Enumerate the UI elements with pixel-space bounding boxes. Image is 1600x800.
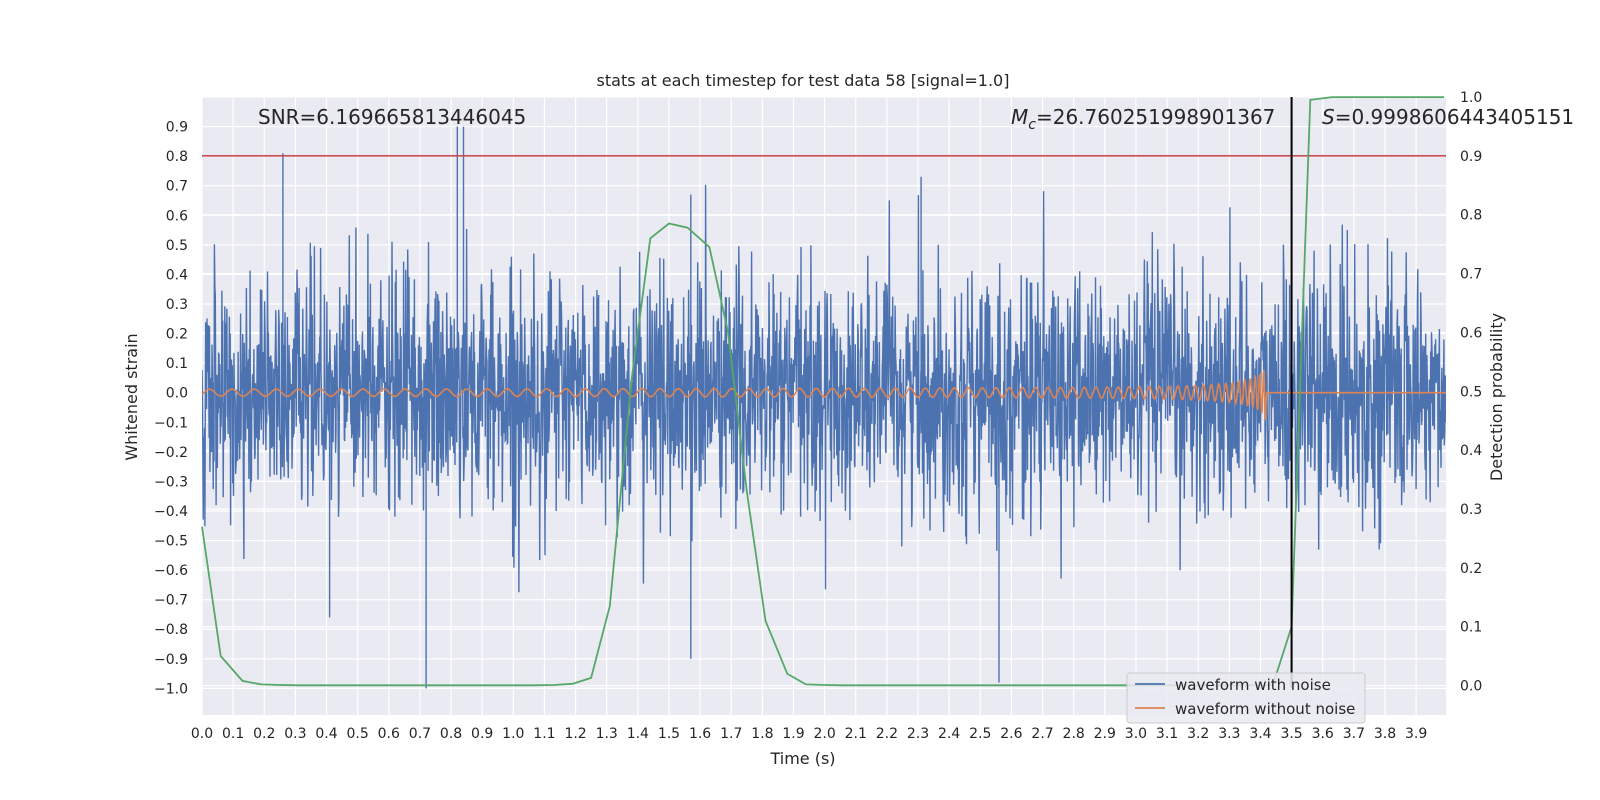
x-tick-label: 1.5: [658, 726, 680, 742]
x-tick-label: 2.9: [1094, 726, 1116, 742]
y-tick-label: 0.1: [166, 356, 188, 372]
x-tick-label: 2.2: [876, 726, 898, 742]
series-waveform-without-noise: [202, 369, 1446, 421]
x-tick-label: 3.4: [1249, 726, 1271, 742]
x-tick-label: 1.1: [533, 726, 555, 742]
y-tick-label: 0.4: [166, 267, 188, 283]
score-value: =0.9998606443405151: [1335, 105, 1574, 129]
y-tick-label: 0.2: [166, 327, 188, 343]
y-tick-label: −0.9: [154, 652, 188, 668]
x-tick-label: 0.8: [440, 726, 462, 742]
chirp-mass-symbol: M: [1011, 105, 1028, 129]
x-tick-label: 1.6: [689, 726, 711, 742]
x-tick-label: 0.1: [222, 726, 244, 742]
x-tick-label: 1.7: [720, 726, 742, 742]
x-tick-label: 1.0: [502, 726, 524, 742]
y-tick-label: 0.3: [166, 297, 188, 313]
chirp-mass-annotation: Mc=26.760251998901367: [1011, 105, 1275, 133]
y2-tick-label: 1.0: [1460, 90, 1482, 106]
legend-label-noise: waveform with noise: [1175, 676, 1331, 694]
y-tick-label: −0.1: [154, 415, 188, 431]
x-tick-label: 3.2: [1187, 726, 1209, 742]
y2-tick-label: 0.3: [1460, 502, 1482, 518]
x-tick-label: 1.8: [751, 726, 773, 742]
y-axis-label: Whitened strain: [122, 333, 141, 460]
x-tick-label: 0.0: [191, 726, 213, 742]
chirp-mass-subscript: c: [1028, 117, 1036, 133]
series-waveform-with-noise: [202, 126, 1446, 689]
x-tick-label: 1.3: [596, 726, 618, 742]
y-tick-label: −0.7: [154, 593, 188, 609]
x-tick-label: 0.5: [347, 726, 369, 742]
x-tick-label: 0.2: [253, 726, 275, 742]
x-tick-label: 0.6: [378, 726, 400, 742]
x-axis-label: Time (s): [769, 749, 835, 768]
x-tick-label: 2.4: [938, 726, 960, 742]
y2-tick-label: 0.6: [1460, 325, 1482, 341]
y-tick-label: 0.7: [166, 179, 188, 195]
x-tick-label: 0.3: [284, 726, 306, 742]
x-tick-label: 2.7: [1031, 726, 1053, 742]
y2-tick-label: 0.1: [1460, 620, 1482, 636]
chart-title: stats at each timestep for test data 58 …: [597, 71, 1010, 90]
x-tick-label: 3.3: [1218, 726, 1240, 742]
x-tick-label: 2.0: [813, 726, 835, 742]
legend: waveform with noise waveform without noi…: [1126, 672, 1366, 724]
x-tick-label: 0.7: [409, 726, 431, 742]
x-tick-label: 3.6: [1312, 726, 1334, 742]
x-tick-label: 0.9: [471, 726, 493, 742]
x-tick-label: 0.4: [315, 726, 337, 742]
x-axis-ticks: 0.0 0.1 0.2 0.3 0.4 0.5 0.6 0.7 0.8 0.9 1.0 1.1 1.2 1…: [191, 726, 1427, 742]
y-tick-label: −1.0: [154, 681, 188, 697]
score-symbol: S: [1322, 105, 1335, 129]
x-tick-label: 2.3: [907, 726, 929, 742]
y-axis-ticks: 0.9 0.8 0.7 0.6 0.5 0.4 0.3 0.2 0.1 0.0 −0.1 −0.2 −0…: [154, 120, 188, 698]
x-tick-label: 2.1: [845, 726, 867, 742]
x-tick-label: 3.5: [1280, 726, 1302, 742]
y-tick-label: 0.5: [166, 238, 188, 254]
snr-annotation: SNR=6.169665813446045: [258, 105, 526, 129]
y-tick-label: −0.3: [154, 474, 188, 490]
y-tick-label: 0.6: [166, 208, 188, 224]
y-tick-label: 0.8: [166, 149, 188, 165]
x-tick-label: 3.9: [1405, 726, 1427, 742]
y2-axis-ticks: 1.0 0.9 0.8 0.7 0.6 0.5 0.4 0.3 0.2 0.1 0.0: [1460, 90, 1482, 695]
legend-label-clean: waveform without noise: [1175, 700, 1355, 718]
chirp-mass-value: =26.760251998901367: [1036, 105, 1275, 129]
x-tick-label: 3.7: [1343, 726, 1365, 742]
x-tick-label: 2.8: [1063, 726, 1085, 742]
y-tick-label: −0.2: [154, 445, 188, 461]
x-tick-label: 3.8: [1374, 726, 1396, 742]
x-tick-label: 3.1: [1156, 726, 1178, 742]
score-annotation: S=0.9998606443405151: [1322, 105, 1574, 129]
legend-box: [1126, 672, 1366, 724]
y2-tick-label: 0.7: [1460, 267, 1482, 283]
y-tick-label: 0.0: [166, 386, 188, 402]
y-tick-label: 0.9: [166, 120, 188, 136]
x-tick-label: 1.4: [627, 726, 649, 742]
y-tick-label: −0.8: [154, 622, 188, 638]
y2-axis-label: Detection probability: [1487, 313, 1506, 481]
x-tick-label: 1.2: [564, 726, 586, 742]
y2-tick-label: 0.4: [1460, 443, 1482, 459]
y-tick-label: −0.6: [154, 563, 188, 579]
y2-tick-label: 0.0: [1460, 679, 1482, 695]
x-tick-label: 3.0: [1125, 726, 1147, 742]
y2-tick-label: 0.5: [1460, 384, 1482, 400]
y-tick-label: −0.4: [154, 504, 188, 520]
y2-tick-label: 0.2: [1460, 561, 1482, 577]
y2-tick-label: 0.8: [1460, 208, 1482, 224]
x-tick-label: 2.5: [969, 726, 991, 742]
x-tick-label: 1.9: [782, 726, 804, 742]
y2-tick-label: 0.9: [1460, 149, 1482, 165]
y-tick-label: −0.5: [154, 534, 188, 550]
x-tick-label: 2.6: [1000, 726, 1022, 742]
